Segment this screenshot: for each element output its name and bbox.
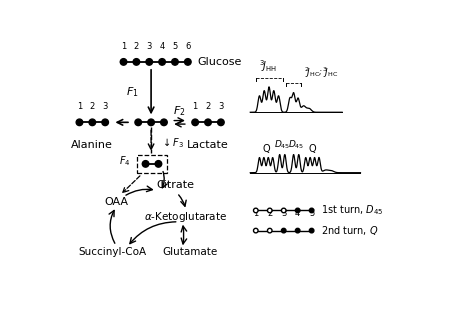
Text: 4: 4 — [159, 42, 165, 51]
Text: 1: 1 — [121, 42, 126, 51]
Ellipse shape — [218, 119, 224, 126]
Text: 2nd turn, $Q$: 2nd turn, $Q$ — [321, 224, 378, 237]
Ellipse shape — [142, 161, 149, 167]
Text: $\alpha$-Ketoglutarate: $\alpha$-Ketoglutarate — [145, 210, 228, 224]
Text: 3: 3 — [218, 102, 224, 111]
Ellipse shape — [146, 59, 153, 65]
Ellipse shape — [172, 59, 178, 65]
Text: 1: 1 — [192, 102, 198, 111]
Ellipse shape — [89, 119, 96, 126]
Ellipse shape — [254, 228, 258, 233]
Text: 2: 2 — [205, 102, 210, 111]
Text: $D_{45}$: $D_{45}$ — [274, 139, 291, 151]
Ellipse shape — [159, 59, 165, 65]
Text: 3: 3 — [281, 209, 286, 218]
Text: $\downarrow F_3$: $\downarrow F_3$ — [161, 136, 185, 150]
Ellipse shape — [205, 119, 211, 126]
Text: 2: 2 — [90, 102, 95, 111]
Ellipse shape — [148, 119, 155, 126]
Ellipse shape — [310, 208, 314, 213]
Ellipse shape — [135, 119, 142, 126]
Ellipse shape — [76, 119, 83, 126]
Ellipse shape — [267, 208, 272, 213]
Ellipse shape — [133, 59, 140, 65]
Ellipse shape — [254, 208, 258, 213]
Ellipse shape — [161, 119, 167, 126]
Ellipse shape — [184, 59, 191, 65]
Text: 4: 4 — [295, 209, 301, 218]
Ellipse shape — [102, 119, 109, 126]
Text: $^3\!J_{\rm HH}$: $^3\!J_{\rm HH}$ — [259, 58, 277, 74]
Text: $F_2$: $F_2$ — [173, 104, 186, 118]
Text: $D_{45}$: $D_{45}$ — [288, 139, 304, 151]
Text: 5: 5 — [309, 209, 314, 218]
Text: 1: 1 — [77, 102, 82, 111]
Text: Alanine: Alanine — [72, 140, 113, 150]
Text: OAA: OAA — [104, 197, 128, 207]
Ellipse shape — [155, 161, 162, 167]
Ellipse shape — [192, 119, 199, 126]
Text: $F_1$: $F_1$ — [127, 85, 139, 99]
Text: Succinyl-CoA: Succinyl-CoA — [79, 247, 146, 257]
Ellipse shape — [267, 228, 272, 233]
Text: 2: 2 — [134, 42, 139, 51]
Ellipse shape — [295, 208, 300, 213]
Ellipse shape — [295, 228, 300, 233]
Text: Glutamate: Glutamate — [162, 247, 217, 257]
Text: 3: 3 — [102, 102, 108, 111]
Ellipse shape — [282, 228, 286, 233]
Text: 6: 6 — [185, 42, 191, 51]
Text: Citrate: Citrate — [156, 180, 194, 190]
Text: Q: Q — [262, 144, 270, 154]
Ellipse shape — [282, 208, 286, 213]
Text: Q: Q — [309, 144, 316, 154]
Text: 2: 2 — [267, 209, 273, 218]
Ellipse shape — [310, 228, 314, 233]
Text: 1: 1 — [253, 209, 258, 218]
Text: 5: 5 — [173, 42, 178, 51]
Text: $F_4$: $F_4$ — [119, 154, 131, 168]
Text: Glucose: Glucose — [197, 57, 241, 67]
Text: 1st turn, $D_{45}$: 1st turn, $D_{45}$ — [321, 203, 383, 217]
Ellipse shape — [120, 59, 127, 65]
Text: 3: 3 — [146, 42, 152, 51]
Text: Lactate: Lactate — [187, 140, 229, 150]
Text: $^2\!J_{\rm HC}$;$^3\!J_{\rm HC}$: $^2\!J_{\rm HC}$;$^3\!J_{\rm HC}$ — [303, 65, 338, 79]
